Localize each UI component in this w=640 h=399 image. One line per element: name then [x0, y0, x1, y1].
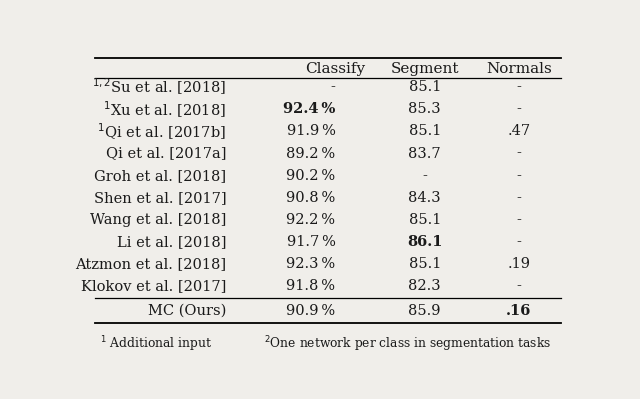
- Text: Li et al. [2018]: Li et al. [2018]: [117, 235, 227, 249]
- Text: 90.9 %: 90.9 %: [286, 304, 335, 318]
- Text: 89.2 %: 89.2 %: [286, 146, 335, 160]
- Text: Wang et al. [2018]: Wang et al. [2018]: [90, 213, 227, 227]
- Text: -: -: [516, 235, 522, 249]
- Text: -: -: [331, 80, 335, 94]
- Text: $^{2}$One network per class in segmentation tasks: $^{2}$One network per class in segmentat…: [264, 335, 550, 354]
- Text: Atzmon et al. [2018]: Atzmon et al. [2018]: [75, 257, 227, 271]
- Text: $^{1}$ Additional input: $^{1}$ Additional input: [100, 335, 212, 354]
- Text: 83.7: 83.7: [408, 146, 441, 160]
- Text: -: -: [516, 80, 522, 94]
- Text: Normals: Normals: [486, 62, 552, 76]
- Text: 90.8 %: 90.8 %: [286, 191, 335, 205]
- Text: $^{1}$Xu et al. [2018]: $^{1}$Xu et al. [2018]: [104, 99, 227, 120]
- Text: 91.8 %: 91.8 %: [287, 279, 335, 293]
- Text: 85.1: 85.1: [408, 80, 441, 94]
- Text: 92.2 %: 92.2 %: [287, 213, 335, 227]
- Text: MC (Ours): MC (Ours): [148, 304, 227, 318]
- Text: .16: .16: [506, 304, 532, 318]
- Text: $^{1,2}$Su et al. [2018]: $^{1,2}$Su et al. [2018]: [92, 77, 227, 97]
- Text: $^{1}$Qi et al. [2017b]: $^{1}$Qi et al. [2017b]: [97, 121, 227, 142]
- Text: Klokov et al. [2017]: Klokov et al. [2017]: [81, 279, 227, 293]
- Text: Classify: Classify: [305, 62, 365, 76]
- Text: 92.4 %: 92.4 %: [283, 102, 335, 117]
- Text: 85.1: 85.1: [408, 257, 441, 271]
- Text: 86.1: 86.1: [407, 235, 442, 249]
- Text: Groh et al. [2018]: Groh et al. [2018]: [94, 169, 227, 183]
- Text: .19: .19: [508, 257, 531, 271]
- Text: 91.9 %: 91.9 %: [287, 124, 335, 138]
- Text: .47: .47: [508, 124, 531, 138]
- Text: 84.3: 84.3: [408, 191, 441, 205]
- Text: 90.2 %: 90.2 %: [286, 169, 335, 183]
- Text: 85.3: 85.3: [408, 102, 441, 117]
- Text: -: -: [516, 191, 522, 205]
- Text: -: -: [516, 146, 522, 160]
- Text: -: -: [516, 102, 522, 117]
- Text: -: -: [516, 213, 522, 227]
- Text: -: -: [422, 169, 427, 183]
- Text: 85.9: 85.9: [408, 304, 441, 318]
- Text: 92.3 %: 92.3 %: [286, 257, 335, 271]
- Text: 82.3: 82.3: [408, 279, 441, 293]
- Text: -: -: [516, 169, 522, 183]
- Text: Qi et al. [2017a]: Qi et al. [2017a]: [106, 146, 227, 160]
- Text: Shen et al. [2017]: Shen et al. [2017]: [93, 191, 227, 205]
- Text: -: -: [516, 279, 522, 293]
- Text: 91.7 %: 91.7 %: [287, 235, 335, 249]
- Text: 85.1: 85.1: [408, 213, 441, 227]
- Text: Segment: Segment: [390, 62, 459, 76]
- Text: 85.1: 85.1: [408, 124, 441, 138]
